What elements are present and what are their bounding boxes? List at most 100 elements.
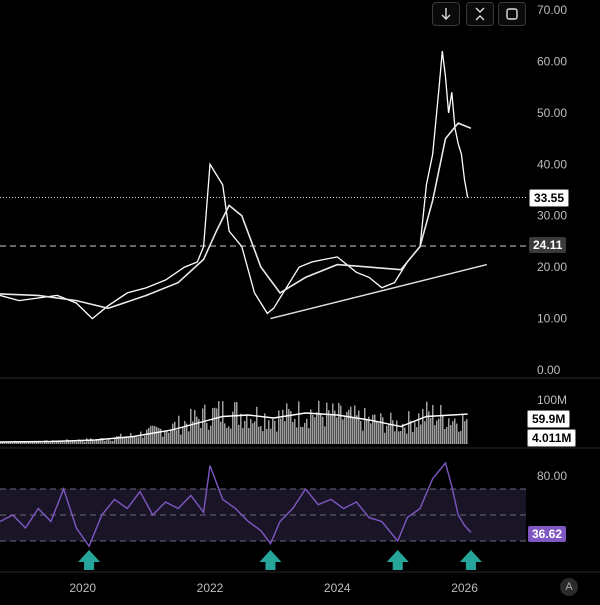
time-axis-tick-label: 2026 — [451, 581, 478, 595]
rsi-axis-tick-label: 80.00 — [537, 469, 567, 483]
volume-bar — [434, 425, 436, 444]
volume-bar — [462, 413, 464, 444]
price-axis-tick-label: 20.00 — [537, 260, 567, 274]
volume-bar — [156, 426, 158, 444]
volume-bar — [338, 402, 340, 444]
volume-bar — [70, 441, 72, 444]
volume-bar — [348, 409, 350, 444]
volume-bar — [40, 442, 42, 444]
volume-bar — [172, 423, 174, 444]
volume-bar — [140, 431, 142, 444]
volume-bar — [244, 420, 246, 444]
volume-bar — [252, 423, 254, 444]
volume-bar — [174, 421, 176, 444]
volume-bar — [218, 401, 220, 444]
volume-bar — [214, 407, 216, 444]
volume-bar — [36, 441, 38, 444]
volume-bar — [414, 422, 416, 444]
volume-bar — [444, 428, 446, 444]
volume-bar — [308, 428, 310, 444]
volume-bar — [274, 420, 276, 444]
volume-bar — [184, 421, 186, 444]
volume-bar — [42, 442, 44, 444]
volume-bar — [328, 410, 330, 444]
volume-bar — [276, 431, 278, 444]
volume-bar — [12, 442, 14, 444]
signal-up-arrow-icon — [386, 550, 409, 570]
volume-bar — [18, 441, 20, 444]
price-axis-tick-label: 70.00 — [537, 3, 567, 17]
volume-bar — [364, 407, 366, 444]
time-axis-tick-label: 2022 — [197, 581, 224, 595]
volume-bar — [210, 425, 212, 444]
volume-bar — [80, 440, 82, 444]
volume-ma-line — [0, 412, 468, 443]
volume-badge: 4.011M — [527, 429, 577, 447]
volume-bar — [284, 421, 286, 444]
volume-bar — [350, 406, 352, 444]
volume-bar — [356, 415, 358, 444]
volume-bar — [104, 440, 106, 444]
collapse-button[interactable] — [466, 2, 494, 26]
signal-up-arrow-icon — [259, 550, 282, 570]
volume-bar — [208, 429, 210, 444]
volume-bar — [374, 414, 376, 444]
volume-bar — [64, 442, 66, 444]
volume-bar — [158, 428, 160, 444]
fullscreen-button[interactable] — [498, 2, 526, 26]
price-axis-tick-label: 30.00 — [537, 209, 567, 223]
volume-bar — [114, 438, 116, 444]
volume-bar — [346, 411, 348, 444]
volume-bar — [224, 423, 226, 444]
volume-bar — [138, 437, 140, 444]
volume-bar — [294, 418, 296, 444]
volume-bar — [432, 405, 434, 444]
volume-bar — [76, 441, 78, 444]
volume-bar — [180, 434, 182, 444]
volume-bar — [108, 438, 110, 444]
volume-bar — [166, 430, 168, 444]
volume-bar — [10, 441, 12, 444]
signal-up-arrow-icon — [459, 550, 482, 570]
volume-bar — [300, 426, 302, 444]
volume-bar — [272, 418, 274, 444]
volume-bar — [84, 441, 86, 444]
volume-bar — [360, 420, 362, 444]
volume-bar — [124, 437, 126, 444]
volume-bar — [464, 421, 466, 444]
volume-bar — [24, 441, 26, 444]
ref-line-badge: 24.11 — [529, 237, 567, 253]
volume-bar — [390, 412, 392, 444]
volume-bar — [426, 401, 428, 444]
volume-bar — [116, 436, 118, 444]
volume-bar — [160, 428, 162, 444]
auto-scale-button[interactable]: A — [560, 578, 578, 596]
volume-bar — [204, 404, 206, 444]
volume-bar — [258, 426, 260, 444]
volume-bar — [148, 427, 150, 444]
volume-bar — [68, 440, 70, 444]
volume-bar — [450, 425, 452, 444]
volume-bar — [394, 431, 396, 444]
volume-bar — [150, 425, 152, 444]
volume-bar — [82, 440, 84, 444]
volume-bar — [74, 441, 76, 444]
volume-bar — [126, 436, 128, 444]
volume-bar — [102, 438, 104, 444]
volume-bar — [26, 442, 28, 444]
volume-bar — [452, 421, 454, 444]
volume-bar — [304, 422, 306, 444]
volume-bar — [48, 442, 50, 444]
volume-bar — [372, 414, 374, 444]
volume-bar — [312, 414, 314, 444]
volume-bar — [232, 411, 234, 444]
price-axis-tick-label: 60.00 — [537, 54, 567, 68]
volume-bar — [436, 420, 438, 444]
volume-bar — [6, 442, 8, 444]
volume-bar — [286, 403, 288, 444]
download-button[interactable] — [432, 2, 460, 26]
volume-bar — [466, 419, 468, 444]
volume-bar — [202, 408, 204, 444]
